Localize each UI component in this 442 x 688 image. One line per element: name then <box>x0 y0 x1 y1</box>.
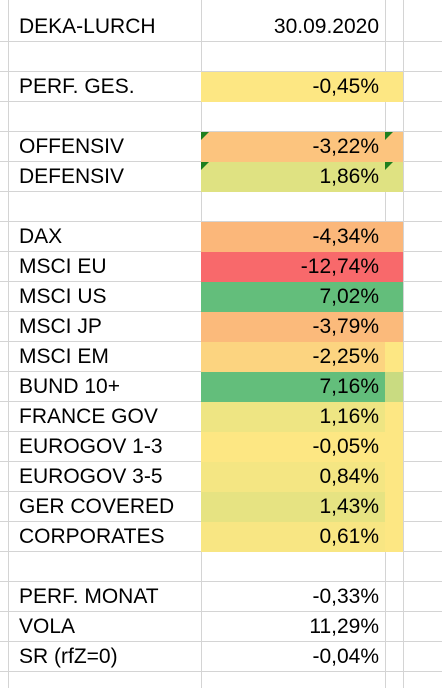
asset-label[interactable]: EUROGOV 1-3 <box>19 435 163 458</box>
value-fill <box>201 522 385 552</box>
stat-value[interactable]: 11,29% <box>309 615 379 638</box>
stat-value[interactable]: -0,04% <box>312 645 379 668</box>
asset-value[interactable]: 7,16% <box>319 375 379 398</box>
asset-value[interactable]: -0,05% <box>312 435 379 458</box>
comment-marker-icon[interactable] <box>201 132 209 140</box>
asset-label[interactable]: EUROGOV 3-5 <box>19 465 163 488</box>
value-fill <box>201 372 385 402</box>
asset-row[interactable]: EUROGOV 3-5 0,84% <box>0 462 442 492</box>
asset-value[interactable]: -4,34% <box>312 225 379 248</box>
asset-label[interactable]: CORPORATES <box>19 525 165 548</box>
asset-row[interactable]: MSCI US 7,02% <box>0 282 442 312</box>
asset-value[interactable]: 1,16% <box>319 405 379 428</box>
value-fill <box>201 72 385 102</box>
value-fill-ext <box>385 252 403 282</box>
value-fill <box>201 402 385 432</box>
asset-value[interactable]: -3,79% <box>312 315 379 338</box>
asset-row[interactable]: BUND 10+ 7,16% <box>0 372 442 402</box>
comment-marker-icon[interactable] <box>201 162 209 170</box>
strategy-label[interactable]: OFFENSIV <box>19 135 125 158</box>
value-fill-ext <box>385 312 403 342</box>
perf-ges-row[interactable]: PERF. GES. -0,45% <box>0 72 442 102</box>
strategy-value[interactable]: 1,86% <box>319 165 379 188</box>
value-fill <box>201 462 385 492</box>
asset-label[interactable]: MSCI EU <box>19 255 107 278</box>
empty-row[interactable] <box>0 192 442 222</box>
stat-label[interactable]: SR (rfZ=0) <box>19 645 118 668</box>
asset-label[interactable]: FRANCE GOV <box>19 405 158 428</box>
value-fill <box>201 312 385 342</box>
asset-value[interactable]: -2,25% <box>312 345 379 368</box>
stat-row[interactable]: PERF. MONAT -0,33% <box>0 582 442 612</box>
asset-row[interactable]: FRANCE GOV 1,16% <box>0 402 442 432</box>
perf-ges-value[interactable]: -0,45% <box>312 75 379 98</box>
value-fill <box>201 342 385 372</box>
empty-row[interactable] <box>0 552 442 582</box>
stat-value[interactable]: -0,33% <box>312 585 379 608</box>
empty-row[interactable] <box>0 42 442 72</box>
asset-value[interactable]: 0,61% <box>319 525 379 548</box>
asset-row[interactable]: DAX -4,34% <box>0 222 442 252</box>
value-fill <box>201 432 385 462</box>
asset-label[interactable]: MSCI US <box>19 285 107 308</box>
value-fill-ext <box>385 462 403 492</box>
asset-row[interactable]: GER COVERED 1,43% <box>0 492 442 522</box>
value-fill <box>201 252 385 282</box>
strategy-row-offensiv[interactable]: OFFENSIV -3,22% <box>0 132 442 162</box>
value-fill <box>201 132 385 162</box>
value-fill <box>201 492 385 522</box>
strategy-row-defensiv[interactable]: DEFENSIV 1,86% <box>0 162 442 192</box>
strategy-label[interactable]: DEFENSIV <box>19 165 125 188</box>
asset-label[interactable]: DAX <box>19 225 63 248</box>
perf-ges-label[interactable]: PERF. GES. <box>19 75 135 98</box>
value-fill-ext <box>385 282 403 312</box>
asset-label[interactable]: MSCI EM <box>19 345 109 368</box>
asset-value[interactable]: 0,84% <box>319 465 379 488</box>
grid-line <box>403 0 404 688</box>
comment-marker-icon[interactable] <box>385 132 393 140</box>
stat-label[interactable]: PERF. MONAT <box>19 585 159 608</box>
strategy-value[interactable]: -3,22% <box>312 135 379 158</box>
asset-row[interactable]: MSCI EU -12,74% <box>0 252 442 282</box>
value-fill <box>201 222 385 252</box>
asset-row[interactable]: MSCI EM -2,25% <box>0 342 442 372</box>
asset-row[interactable]: MSCI JP -3,79% <box>0 312 442 342</box>
asset-label[interactable]: BUND 10+ <box>19 375 120 398</box>
asset-value[interactable]: -12,74% <box>300 255 379 278</box>
value-fill-ext <box>385 372 403 402</box>
stat-row[interactable]: VOLA 11,29% <box>0 612 442 642</box>
value-fill <box>201 162 385 192</box>
value-fill-ext <box>385 72 403 102</box>
value-fill-ext <box>385 402 403 432</box>
grid-line <box>8 0 9 688</box>
empty-row[interactable] <box>0 102 442 132</box>
value-fill-ext <box>385 342 403 372</box>
date-cell[interactable]: 30.09.2020 <box>273 15 379 38</box>
asset-value[interactable]: 7,02% <box>319 285 379 308</box>
asset-value[interactable]: 1,43% <box>319 495 379 518</box>
value-fill-ext <box>385 222 403 252</box>
value-fill-ext <box>385 522 403 552</box>
comment-marker-icon[interactable] <box>385 162 393 170</box>
asset-label[interactable]: MSCI JP <box>19 315 102 338</box>
header-row[interactable]: DEKA-LURCH 30.09.2020 <box>0 12 442 42</box>
value-fill-ext <box>385 492 403 522</box>
asset-label[interactable]: GER COVERED <box>19 495 175 518</box>
stat-row[interactable]: SR (rfZ=0) -0,04% <box>0 642 442 672</box>
value-fill <box>201 282 385 312</box>
sheet-title-cell[interactable]: DEKA-LURCH <box>19 15 156 38</box>
value-fill-ext <box>385 432 403 462</box>
stat-label[interactable]: VOLA <box>19 615 76 638</box>
asset-row[interactable]: EUROGOV 1-3 -0,05% <box>0 432 442 462</box>
asset-row[interactable]: CORPORATES 0,61% <box>0 522 442 552</box>
